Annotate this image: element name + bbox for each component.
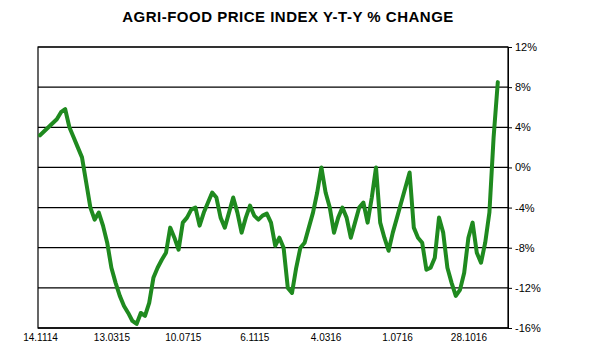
y-tick: -12% <box>508 282 541 294</box>
x-tick: 13.0315 <box>94 328 131 343</box>
x-tick: 14.1114 <box>23 328 58 343</box>
grid-line <box>38 207 508 208</box>
x-tick: 1.0716 <box>382 328 413 343</box>
grid-line <box>38 167 508 168</box>
y-tick-label: -8% <box>515 242 535 254</box>
y-tick-label: 8% <box>515 81 531 93</box>
x-tick-label: 6.1115 <box>240 332 270 343</box>
x-tick: 6.1115 <box>240 328 270 343</box>
x-tick-label: 1.0716 <box>382 332 413 343</box>
grid-line <box>38 127 508 128</box>
grid-line <box>38 287 508 288</box>
x-tick-label: 28.1016 <box>451 332 488 343</box>
y-tick: -4% <box>508 202 535 214</box>
x-tick-label: 13.0315 <box>94 332 131 343</box>
y-tick-label: -4% <box>515 202 535 214</box>
y-tick: -16% <box>508 322 541 334</box>
x-tick-label: 4.0316 <box>311 332 342 343</box>
y-tick-label: -12% <box>515 282 541 294</box>
y-tick-mark <box>508 87 512 88</box>
y-tick-label: 12% <box>515 41 537 53</box>
y-tick-mark <box>508 328 512 329</box>
y-tick-mark <box>508 288 512 289</box>
title: AGRI-FOOD PRICE INDEX Y-T-Y % CHANGE <box>122 8 454 25</box>
y-axis-line <box>509 48 513 329</box>
x-tick-label: 14.1114 <box>23 332 58 343</box>
x-tick: 28.1016 <box>451 328 488 343</box>
background <box>0 0 603 363</box>
y-tick-mark <box>508 208 512 209</box>
y-tick: 12% <box>508 41 537 53</box>
plot-frame <box>38 47 508 328</box>
y-tick-mark <box>508 127 512 128</box>
y-tick-label: 4% <box>515 121 531 133</box>
y-tick-label: -16% <box>515 322 541 334</box>
x-tick: 4.0316 <box>311 328 342 343</box>
y-tick-mark <box>508 47 512 48</box>
y-axis: 12% 8% 4% 0% -4% -8% -12% -16% <box>508 41 541 334</box>
grid-line <box>38 87 508 88</box>
data-line <box>40 82 498 324</box>
y-tick-mark <box>508 167 512 168</box>
y-tick: 8% <box>508 81 531 93</box>
y-tick: 4% <box>508 121 531 133</box>
x-tick: 10.0715 <box>165 328 202 343</box>
grid <box>38 47 508 328</box>
plot-area <box>40 82 498 324</box>
y-tick: 0% <box>508 161 531 173</box>
y-tick-mark <box>508 248 512 249</box>
grid-line <box>38 327 508 328</box>
y-tick: -8% <box>508 242 535 254</box>
chart: AGRI-FOOD PRICE INDEX Y-T-Y % CHANGE 12% 8… <box>0 0 603 363</box>
x-axis: 14.1114 13.0315 10.0715 6.1115 4.0316 1.0716 2… <box>23 328 508 343</box>
x-axis-line <box>38 328 508 329</box>
x-tick-label: 10.0715 <box>165 332 202 343</box>
y-tick-label: 0% <box>515 161 531 173</box>
